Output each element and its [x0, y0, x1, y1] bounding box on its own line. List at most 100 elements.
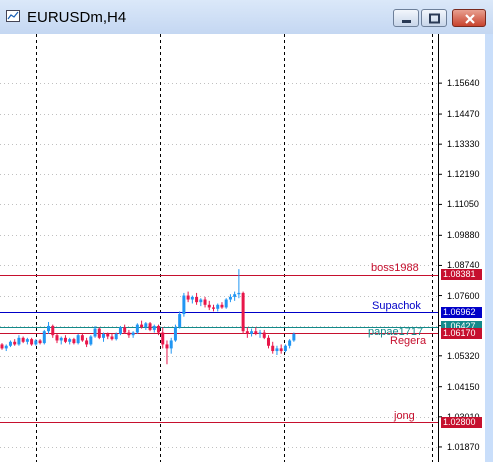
- candle: [4, 345, 8, 349]
- candle: [279, 348, 283, 352]
- candle: [228, 296, 232, 300]
- candle: [173, 327, 177, 341]
- price-line-label-papae1717: papae1717: [368, 325, 424, 338]
- axis-tick-label: 1.09880: [447, 230, 480, 241]
- price-line-label-boss1988: boss1988: [371, 261, 419, 274]
- candle: [68, 339, 72, 342]
- candle: [216, 304, 220, 309]
- price-tag-jong: 1.02800: [441, 416, 482, 428]
- candle: [292, 333, 296, 341]
- candle: [13, 341, 17, 345]
- candle: [250, 331, 254, 334]
- candle: [148, 323, 152, 330]
- axis-tick-label: 1.01870: [447, 441, 480, 452]
- price-line-label-jong: jong: [394, 410, 415, 423]
- candle: [224, 299, 228, 308]
- window-right-frame: [485, 34, 493, 462]
- candle: [114, 333, 118, 340]
- candle: [266, 337, 270, 346]
- candle: [42, 331, 46, 344]
- candle: [63, 337, 67, 342]
- candle: [241, 292, 245, 332]
- candle: [51, 325, 55, 336]
- price-tag-regera: 1.06170: [441, 327, 482, 339]
- candle: [220, 304, 224, 308]
- candle: [161, 332, 165, 345]
- chart-canvas: [0, 34, 438, 462]
- candle: [212, 307, 215, 309]
- candle: [165, 344, 169, 349]
- candle: [72, 339, 76, 344]
- candle: [47, 325, 51, 332]
- axis-tick-label: 1.03010: [447, 412, 480, 422]
- candle: [283, 345, 287, 352]
- candle: [199, 299, 203, 303]
- chart-plot-area[interactable]: boss1988 Supachok papae1717 Regera jong: [0, 34, 438, 462]
- candle: [203, 299, 207, 305]
- candle: [110, 336, 114, 340]
- restore-icon: [429, 13, 440, 24]
- price-axis[interactable]: 1.15640 1.14470 1.13330 1.12190 1.11050 1.098…: [438, 34, 485, 462]
- candle: [178, 314, 182, 328]
- candle: [186, 295, 190, 300]
- candle: [182, 295, 186, 315]
- candle: [102, 333, 106, 338]
- candle: [135, 324, 139, 333]
- candle: [288, 340, 292, 346]
- price-tag-papae1717: 1.06427: [441, 321, 482, 333]
- candle: [30, 339, 34, 345]
- candle: [152, 325, 156, 330]
- candle: [21, 337, 25, 342]
- axis-tick-label: 1.07600: [447, 290, 480, 301]
- minimize-icon: [402, 20, 411, 23]
- candle: [258, 332, 262, 334]
- candle: [245, 331, 249, 334]
- axis-tick-label: 1.14470: [447, 109, 480, 120]
- price-line-label-regera: Regera: [390, 335, 427, 348]
- close-icon: [465, 14, 475, 24]
- candle: [38, 340, 42, 344]
- candle: [144, 323, 148, 328]
- candle: [59, 337, 63, 341]
- window-title: EURUSDm,H4: [27, 9, 127, 26]
- candle: [17, 337, 21, 345]
- restore-button[interactable]: [421, 9, 447, 27]
- candle: [233, 294, 237, 297]
- price-axis-ticks: [438, 34, 442, 462]
- price-line-label-supachok: Supachok: [372, 300, 421, 313]
- candle: [85, 340, 89, 345]
- candle: [271, 345, 275, 352]
- candle: [237, 292, 241, 295]
- candle: [275, 348, 279, 352]
- close-button[interactable]: [452, 9, 486, 27]
- candle: [195, 296, 199, 303]
- candle: [76, 335, 80, 344]
- candle: [118, 327, 122, 334]
- candle: [262, 332, 266, 338]
- candle: [157, 325, 161, 333]
- candle: [207, 304, 211, 308]
- axis-tick-label: 1.15640: [447, 78, 480, 89]
- minimize-button[interactable]: [393, 9, 419, 27]
- candle: [8, 341, 12, 346]
- candle: [89, 336, 93, 345]
- candle: [123, 327, 127, 333]
- candle: [169, 340, 173, 349]
- chart-icon: [6, 10, 20, 22]
- price-tag-boss1988: 1.08381: [441, 269, 482, 281]
- candle: [80, 335, 84, 341]
- axis-tick-label: 1.08740: [447, 260, 480, 271]
- title-bar[interactable]: EURUSDm,H4: [0, 0, 493, 34]
- axis-tick-label: 1.11050: [447, 199, 479, 210]
- candle: [127, 332, 131, 336]
- candle: [93, 328, 97, 337]
- candle: [140, 324, 144, 328]
- price-tag-supachok: 1.06962: [441, 306, 482, 318]
- candle: [254, 331, 258, 334]
- axis-tick-label: 1.05320: [447, 350, 480, 361]
- candle: [55, 335, 59, 341]
- candle: [190, 296, 194, 300]
- axis-tick-label: 1.12190: [447, 169, 480, 180]
- candle: [0, 344, 4, 349]
